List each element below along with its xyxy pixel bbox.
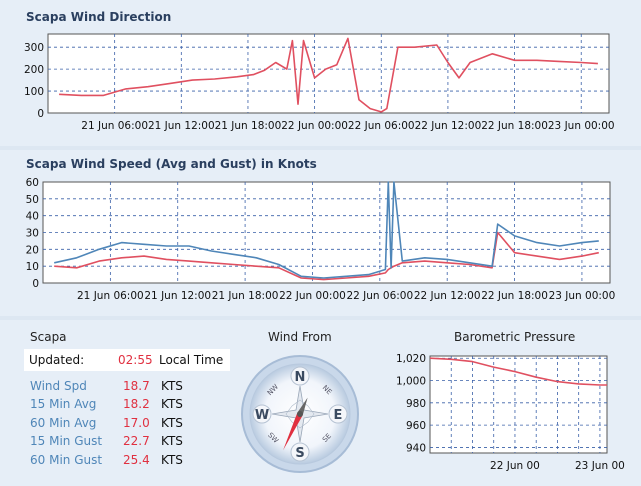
x-tick-label: 22 Jun 12:00	[415, 120, 482, 132]
plot-area	[429, 355, 608, 454]
y-tick-label: 0	[32, 278, 39, 290]
y-tick-label: 60	[26, 177, 39, 189]
reading-value: 17.0	[123, 416, 150, 430]
y-tick-label: 200	[24, 64, 44, 76]
reading-label: 15 Min Avg	[30, 397, 97, 411]
x-tick-label: 23 Jun 00	[575, 460, 625, 472]
compass-n: N	[295, 370, 306, 385]
reading-label: Wind Spd	[30, 379, 87, 393]
x-tick-label: 22 Jun 00:00	[281, 120, 348, 132]
y-tick-label: 50	[26, 194, 39, 206]
x-tick-label: 22 Jun 06:00	[348, 120, 415, 132]
y-tick-label: 0	[37, 108, 44, 120]
compass-title: Wind From	[268, 330, 332, 344]
y-tick-label: 1,020	[396, 353, 426, 365]
station-name: Scapa	[30, 330, 67, 344]
reading-label: 15 Min Gust	[30, 434, 103, 448]
x-tick-label: 22 Jun 00:00	[279, 290, 346, 302]
x-tick-label: 21 Jun 18:00	[215, 120, 282, 132]
compass-needle-icon	[283, 397, 308, 451]
x-tick-label: 21 Jun 12:00	[144, 290, 211, 302]
series-line-1	[54, 181, 599, 279]
bottom-panel: Scapa Updated: 02:55 Local Time Wind Spd…	[0, 320, 641, 486]
compass-rose-diagonal-icon	[285, 399, 315, 429]
needle-tail	[297, 397, 308, 416]
y-tick-label: 300	[24, 42, 44, 54]
x-tick-label: 21 Jun 12:00	[148, 120, 215, 132]
reading-unit: KTS	[161, 434, 183, 448]
x-tick-label: 23 Jun 00:00	[549, 290, 616, 302]
x-tick-label: 21 Jun 06:00	[77, 290, 144, 302]
reading-label: 60 Min Gust	[30, 453, 103, 467]
x-tick-label: 22 Jun 12:00	[414, 290, 481, 302]
y-tick-label: 960	[406, 420, 426, 432]
compass-s: S	[295, 446, 304, 461]
y-tick-label: 40	[26, 211, 39, 223]
reading-value: 22.7	[123, 434, 150, 448]
updated-box: Updated: 02:55 Local Time	[24, 349, 230, 371]
direction-panel: Scapa Wind Direction 300 200 100 0 21 Jun 06…	[0, 0, 641, 146]
compass: N S E W NW NE SW SE	[241, 355, 359, 473]
compass-s-marker	[290, 442, 310, 462]
reading-unit: KTS	[161, 416, 183, 430]
updated-time: 02:55	[118, 353, 153, 367]
compass-w: W	[255, 408, 269, 423]
speed-chart: 60 50 40 30 20 10 0 21 Jun 06:00 21 Jun 12:00 21 …	[26, 177, 616, 302]
direction-chart: 300 200 100 0 21 Jun 06:00 21 Jun 12:00 21 Jun…	[24, 33, 615, 132]
compass-e: E	[334, 408, 343, 423]
y-tick-label: 1,000	[396, 376, 426, 388]
y-tick-label: 100	[24, 86, 44, 98]
y-tick-label: 30	[26, 228, 39, 240]
needle-hub	[297, 411, 303, 417]
reading-value: 18.2	[123, 397, 150, 411]
series-line-0	[429, 357, 607, 386]
x-tick-label: 21 Jun 18:00	[212, 290, 279, 302]
x-tick-label: 22 Jun 18:00	[481, 120, 548, 132]
reading-unit: KTS	[161, 379, 183, 393]
compass-n-marker	[290, 366, 310, 386]
x-tick-label: 22 Jun 18:00	[481, 290, 548, 302]
speed-panel: Scapa Wind Speed (Avg and Gust) in Knots…	[0, 150, 641, 316]
reading-value: 25.4	[123, 453, 150, 467]
series-line-0	[54, 231, 599, 281]
reading-unit: KTS	[161, 453, 183, 467]
pressure-chart: 1,020 1,000 980 960 940 22 Jun 00 23 Jun 00	[396, 353, 625, 472]
reading-unit: KTS	[161, 397, 183, 411]
reading-value: 18.7	[123, 379, 150, 393]
series-line-0	[59, 37, 598, 113]
x-tick-label: 23 Jun 00:00	[548, 120, 615, 132]
speed-chart-title: Scapa Wind Speed (Avg and Gust) in Knots	[26, 157, 317, 171]
y-tick-label: 10	[26, 261, 39, 273]
y-tick-label: 980	[406, 398, 426, 410]
x-tick-label: 22 Jun 00	[490, 460, 540, 472]
x-tick-label: 22 Jun 06:00	[346, 290, 413, 302]
updated-suffix: Local Time	[159, 353, 224, 367]
compass-w-marker	[252, 404, 272, 424]
y-tick-label: 20	[26, 244, 39, 256]
updated-label: Updated:	[29, 353, 85, 367]
needle-head	[283, 412, 303, 451]
y-tick-label: 940	[406, 442, 426, 454]
reading-label: 60 Min Avg	[30, 416, 97, 430]
compass-se: SE	[321, 432, 333, 444]
direction-chart-title: Scapa Wind Direction	[26, 10, 172, 24]
compass-e-marker	[328, 404, 348, 424]
pressure-chart-title: Barometric Pressure	[454, 330, 576, 344]
plot-area	[47, 33, 610, 114]
x-tick-label: 21 Jun 06:00	[81, 120, 148, 132]
